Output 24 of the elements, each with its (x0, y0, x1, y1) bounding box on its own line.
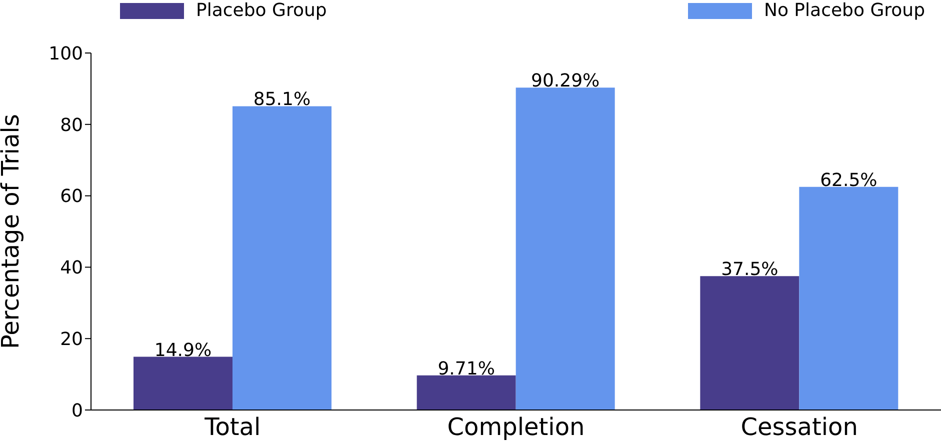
y-tick-label: 20 (60, 328, 83, 350)
bar (232, 106, 332, 410)
data-label: 14.9% (154, 340, 212, 361)
data-label: 90.29% (531, 70, 600, 92)
legend-label: Placebo Group (196, 0, 327, 21)
bar (134, 356, 232, 410)
bar (516, 88, 615, 410)
y-tick-label: 40 (60, 258, 83, 279)
x-tick-label: Cessation (740, 413, 858, 442)
data-label: 9.71% (438, 358, 495, 380)
y-axis-title: Percentage of Trials (0, 114, 25, 349)
x-tick-label: Completion (447, 413, 585, 442)
data-label: 85.1% (253, 89, 311, 110)
bar (799, 186, 898, 410)
y-tick-label: 80 (60, 114, 83, 136)
legend-label: No Placebo Group (764, 0, 925, 21)
data-label: 37.5% (721, 259, 778, 280)
x-tick-label: Total (204, 413, 261, 442)
y-tick-label: 0 (72, 400, 83, 422)
bar (700, 276, 800, 410)
y-tick-label: 60 (60, 186, 83, 208)
data-label: 62.5% (820, 170, 878, 191)
y-tick-label: 100 (48, 43, 83, 64)
bar (416, 375, 516, 410)
